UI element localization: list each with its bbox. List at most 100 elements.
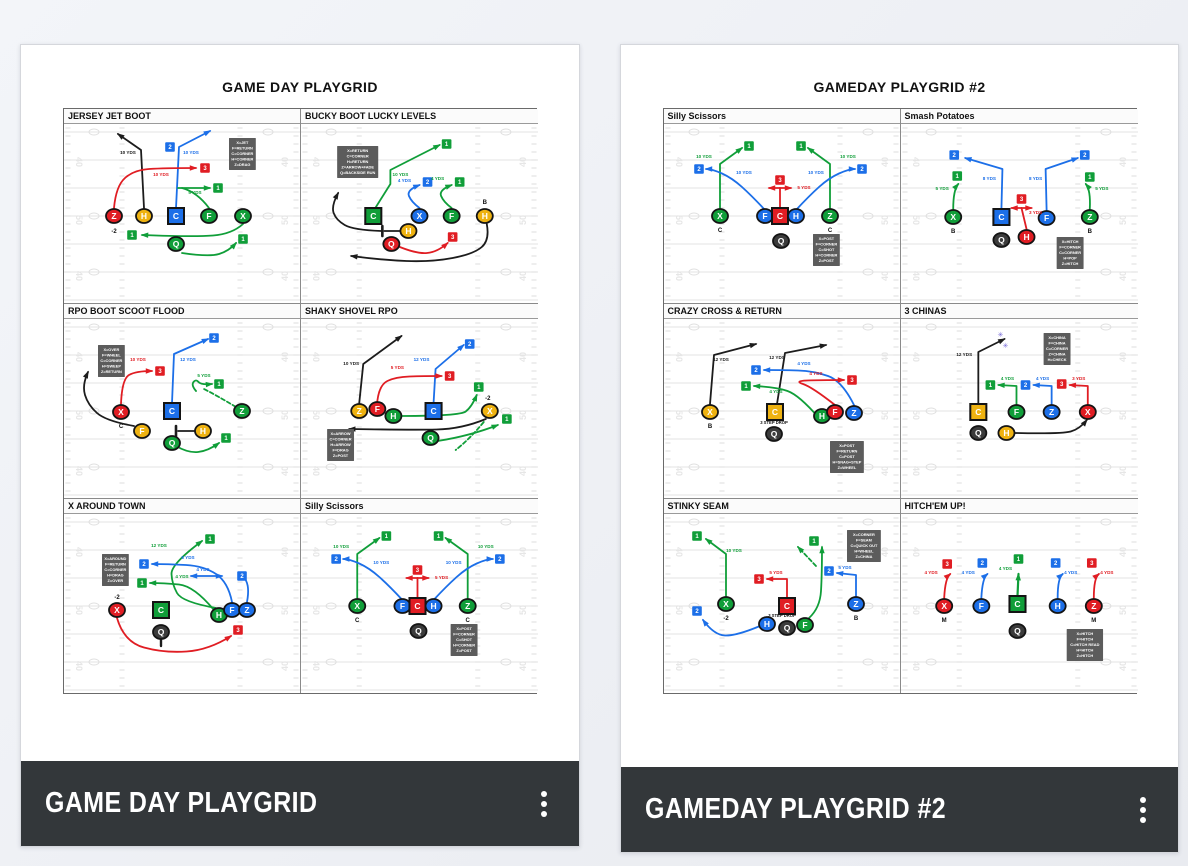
svg-text:3 STEP DROP: 3 STEP DROP <box>760 420 788 425</box>
svg-text:X: X <box>723 599 729 609</box>
svg-text:X=JET: X=JET <box>236 140 249 145</box>
svg-text:12 YDS: 12 YDS <box>956 352 972 357</box>
more-options-button[interactable] <box>1134 787 1152 833</box>
svg-text:X: X <box>950 212 956 222</box>
svg-text:2: 2 <box>754 368 758 374</box>
svg-text:40: 40 <box>280 466 290 476</box>
svg-text:1: 1 <box>437 534 441 540</box>
svg-text:3: 3 <box>203 166 207 172</box>
svg-text:-2: -2 <box>485 396 491 402</box>
svg-text:40: 40 <box>311 271 321 281</box>
svg-text:C: C <box>717 228 722 234</box>
svg-text:3 YDS: 3 YDS <box>1072 376 1085 381</box>
svg-text:C: C <box>414 601 420 611</box>
svg-text:X=HITCH: X=HITCH <box>1076 631 1093 636</box>
play-title: CRAZY CROSS & RETURN <box>663 304 900 319</box>
svg-text:50: 50 <box>518 215 528 225</box>
play-title: SHAKY SHOVEL RPO <box>301 304 538 319</box>
svg-text:3: 3 <box>945 562 949 568</box>
svg-text:50: 50 <box>880 410 890 420</box>
play-panel: RPO BOOT SCOOT FLOOD 40 40 50 50 40 40 X=OVER F=… <box>64 304 301 499</box>
svg-text:F=SEAM: F=SEAM <box>855 538 871 543</box>
svg-text:40: 40 <box>1117 352 1127 362</box>
svg-text:C: C <box>158 605 164 615</box>
svg-text:50: 50 <box>674 215 684 225</box>
svg-text:50: 50 <box>280 215 290 225</box>
svg-text:4 YDS: 4 YDS <box>998 566 1011 571</box>
svg-text:Z: Z <box>827 211 832 221</box>
svg-text:12 YDS: 12 YDS <box>414 357 430 362</box>
svg-text:Q: Q <box>975 428 982 438</box>
svg-text:5 YDS: 5 YDS <box>769 570 782 575</box>
more-options-button[interactable] <box>535 781 553 827</box>
svg-text:✳: ✳ <box>1002 342 1008 350</box>
svg-text:50: 50 <box>911 410 921 420</box>
svg-text:40: 40 <box>880 157 890 167</box>
svg-text:F: F <box>1044 213 1049 223</box>
play-diagram: 40 40 50 50 40 40 X=JETF=RETURNC=CORNERH=CORNE… <box>64 124 300 303</box>
svg-text:F=HITCH: F=HITCH <box>1076 637 1093 642</box>
svg-text:C=CORNER: C=CORNER <box>231 151 253 156</box>
svg-text:X=POST: X=POST <box>456 626 472 631</box>
svg-text:5 YDS: 5 YDS <box>797 185 810 190</box>
play-title: JERSEY JET BOOT <box>64 109 300 124</box>
play-panel: STINKY SEAM 40 40 50 50 40 40 X=CORNER F=SEAM C=Q… <box>663 499 901 693</box>
card-title: GAME DAY PLAYGRID <box>45 787 318 819</box>
svg-text:-2: -2 <box>114 595 120 601</box>
svg-text:4 YDS: 4 YDS <box>769 389 782 394</box>
play-diagram: 40 40 50 50 40 40 X=RETURNC=CORNERH=RETURNZ=AR… <box>301 124 538 303</box>
card-title: GAMEDAY PLAYGRID #2 <box>645 793 947 825</box>
play-title: Silly Scissors <box>301 499 538 514</box>
svg-text:H: H <box>1054 601 1060 611</box>
svg-text:F: F <box>375 404 380 414</box>
svg-text:Q: Q <box>169 438 176 448</box>
svg-text:H: H <box>792 211 798 221</box>
svg-text:M: M <box>1091 618 1096 624</box>
play-diagram: 40 40 50 50 40 40 X=AROUNDF=RETURNC=CORNERH=DR… <box>64 514 300 693</box>
play-panel: X AROUND TOWN 40 40 50 50 40 40 X=AROUND F=RETUR… <box>64 499 301 693</box>
page-title: GAME DAY PLAYGRID <box>222 79 378 95</box>
svg-text:4 YDS: 4 YDS <box>809 371 822 376</box>
svg-text:50: 50 <box>911 215 921 225</box>
svg-text:F=DRAG: F=DRAG <box>332 447 348 452</box>
svg-text:12 YDS: 12 YDS <box>713 357 729 362</box>
svg-text:F=CORNER: F=CORNER <box>453 632 475 637</box>
svg-text:F=RETURN: F=RETURN <box>232 146 253 151</box>
svg-text:C=SHOT: C=SHOT <box>818 247 835 252</box>
svg-text:10 YDS: 10 YDS <box>478 544 494 549</box>
svg-text:1: 1 <box>208 537 212 543</box>
svg-text:8 YDS: 8 YDS <box>1028 176 1041 181</box>
svg-text:4 YDS: 4 YDS <box>1000 376 1013 381</box>
kebab-menu-icon <box>541 790 547 817</box>
svg-text:50: 50 <box>1117 410 1127 420</box>
svg-text:Z=POST: Z=POST <box>818 258 834 263</box>
playbook-page-1: GAME DAY PLAYGRID JERSEY JET BOOT 40 40 50 5… <box>21 45 579 761</box>
svg-text:40: 40 <box>880 352 890 362</box>
svg-text:50: 50 <box>880 605 890 615</box>
svg-text:40: 40 <box>74 352 84 362</box>
svg-text:Q: Q <box>998 235 1005 245</box>
svg-text:50: 50 <box>280 410 290 420</box>
playbook-card-1[interactable]: GAME DAY PLAYGRID JERSEY JET BOOT 40 40 50 5… <box>20 44 580 847</box>
svg-text:4 YDS: 4 YDS <box>797 361 810 366</box>
svg-text:2: 2 <box>468 342 472 348</box>
svg-text:X: X <box>717 211 723 221</box>
svg-text:40: 40 <box>280 661 290 671</box>
svg-text:40: 40 <box>311 547 321 557</box>
play-title: 3 CHINAS <box>900 304 1138 319</box>
svg-text:4 YDS: 4 YDS <box>398 178 411 183</box>
svg-text:H: H <box>1003 428 1009 438</box>
svg-text:Q: Q <box>770 429 777 439</box>
svg-text:40: 40 <box>280 547 290 557</box>
playbook-card-2[interactable]: GAMEDAY PLAYGRID #2 Silly Scissors 40 40 50… <box>620 44 1179 853</box>
svg-text:X: X <box>417 211 423 221</box>
svg-text:40: 40 <box>1117 271 1127 281</box>
svg-text:Z: Z <box>244 605 249 615</box>
svg-text:50: 50 <box>1117 605 1127 615</box>
svg-text:X=CHINA: X=CHINA <box>1048 335 1065 340</box>
svg-text:X: X <box>354 601 360 611</box>
svg-text:Z: Z <box>851 408 856 418</box>
svg-text:H=HITCH: H=HITCH <box>1076 647 1093 652</box>
svg-text:C=CORNER: C=CORNER <box>1046 346 1068 351</box>
